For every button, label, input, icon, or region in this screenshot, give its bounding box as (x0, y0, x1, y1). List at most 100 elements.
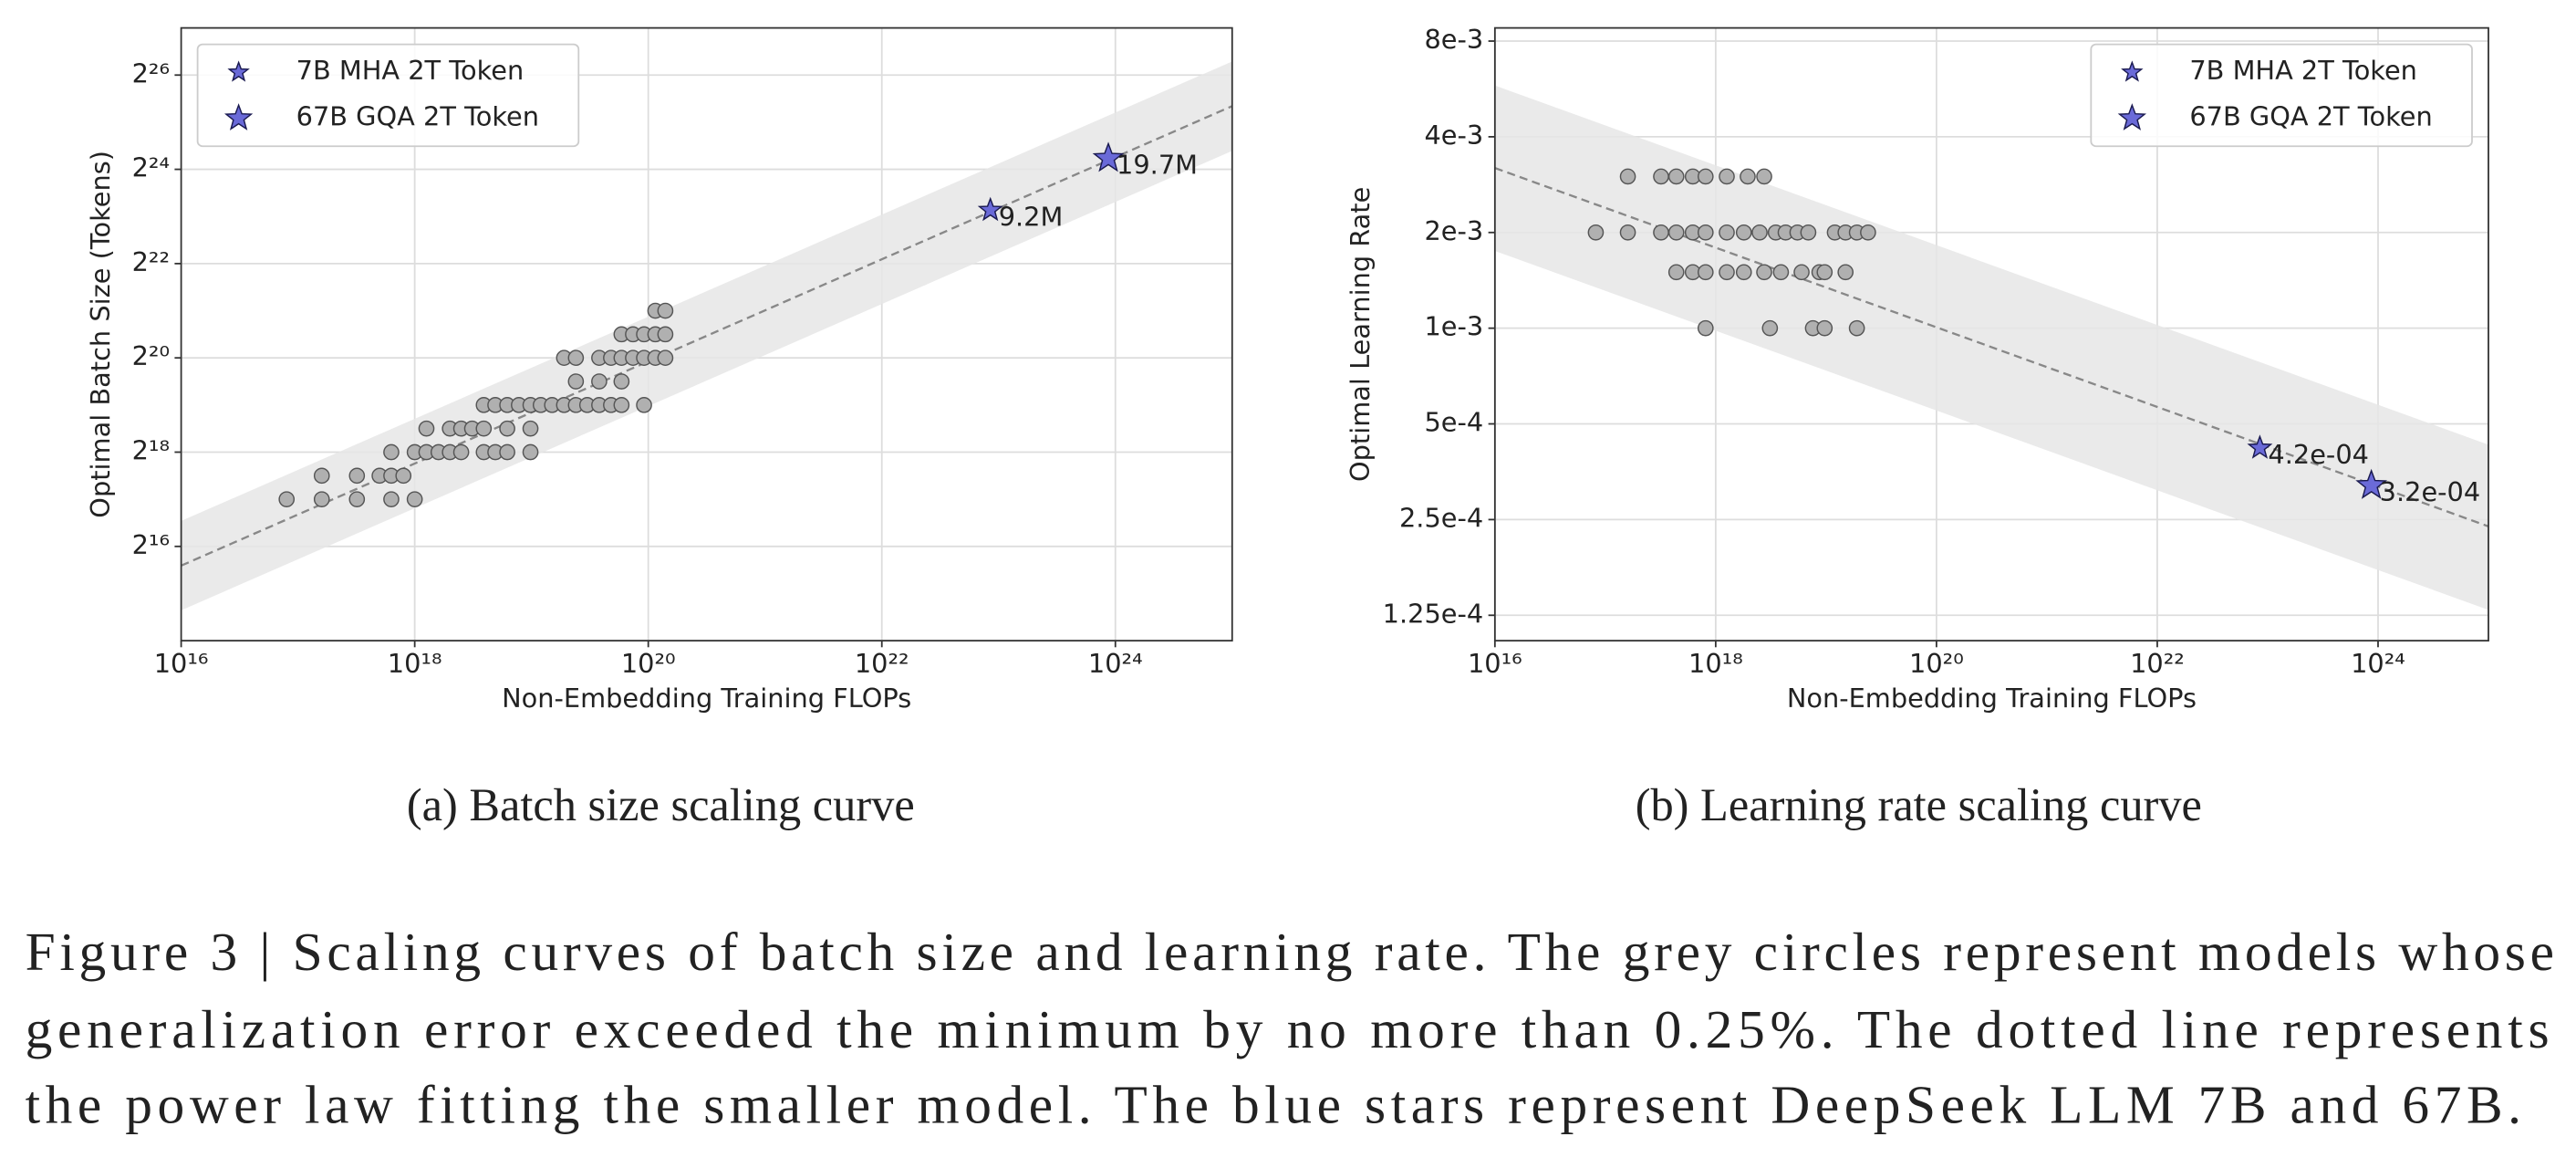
circle-point (657, 349, 674, 367)
circle-point (1756, 264, 1772, 281)
circle-point (348, 491, 366, 507)
circle-point (313, 467, 330, 485)
legend-marker (223, 103, 254, 130)
circle-point (395, 467, 412, 485)
x-tick-label: 10¹⁶ (154, 648, 209, 679)
subplot-caption: (b) Learning rate scaling curve (1636, 779, 2202, 830)
circle-point (1816, 319, 1833, 337)
legend-label: 67B GQA 2T Token (296, 101, 539, 132)
circle-point (1735, 264, 1752, 281)
confidence-band (181, 61, 1232, 610)
circle-point (1751, 224, 1768, 241)
legend-marker (2117, 103, 2146, 130)
subplot-caption: (a) Batch size scaling curve (407, 779, 915, 830)
legend-marker (2121, 60, 2144, 82)
star-point (1092, 141, 1125, 172)
circle-point (613, 397, 630, 413)
circle-point (1719, 264, 1735, 281)
circle-point (1667, 224, 1685, 241)
circle-point (1667, 168, 1685, 185)
x-tick-label: 10²⁴ (1088, 648, 1143, 679)
y-tick-label: 2²⁶ (132, 57, 170, 89)
y-tick-label: 2²² (132, 246, 170, 277)
circle-point (1697, 264, 1714, 281)
x-tick-label: 10²⁴ (2351, 648, 2405, 679)
star-point (2247, 434, 2273, 459)
figure-caption: the power law fitting the smaller model.… (26, 1075, 2521, 1135)
y-tick-label: 1e-3 (1424, 311, 1483, 342)
circle-point (1816, 264, 1833, 281)
x-tick-label: 10²² (2130, 648, 2185, 679)
circle-point (499, 420, 515, 437)
circle-point (1697, 168, 1714, 185)
star-point (2355, 468, 2388, 499)
circle-point (1735, 224, 1752, 241)
circle-point (278, 491, 296, 507)
circle-point (1653, 168, 1669, 185)
circle-point (522, 420, 539, 437)
circle-point (613, 373, 630, 390)
circle-point (1587, 224, 1605, 241)
y-tick-label: 2.5e-4 (1399, 502, 1483, 533)
y-tick-label: 2¹⁸ (132, 434, 170, 465)
circle-point (1756, 168, 1772, 185)
y-axis-label: Optimal Learning Rate (1345, 187, 1376, 482)
y-tick-label: 4e-3 (1424, 120, 1483, 151)
y-axis-label: Optimal Batch Size (Tokens) (85, 151, 116, 518)
circle-point (406, 491, 423, 507)
axes-frame (1493, 26, 2489, 642)
x-axis-label: Non-Embedding Training FLOPs (502, 683, 911, 714)
y-tick-label: 5e-4 (1424, 407, 1483, 438)
plot-area (1494, 27, 2489, 641)
x-tick-label: 10¹⁶ (1468, 648, 1522, 679)
value-label: 4.2e-04 (2268, 439, 2369, 470)
y-tick-label: 2²⁰ (132, 340, 170, 371)
circle-point (418, 420, 435, 437)
circle-point (452, 443, 470, 461)
x-tick-label: 10²⁰ (1909, 648, 1964, 679)
circle-point (1667, 264, 1685, 281)
x-tick-label: 10²⁰ (621, 648, 676, 679)
value-label: 9.2M (999, 201, 1064, 232)
circle-point (1719, 168, 1735, 185)
circle-point (1761, 319, 1779, 337)
circle-point (1848, 319, 1865, 337)
circle-point (1740, 168, 1756, 185)
circle-point (1719, 224, 1735, 241)
x-axis-label: Non-Embedding Training FLOPs (1787, 683, 2197, 714)
circle-point (1800, 224, 1817, 241)
circle-point (1837, 264, 1854, 281)
circle-point (1619, 224, 1636, 241)
value-label: 3.2e-04 (2380, 476, 2481, 507)
circle-point (499, 443, 515, 461)
circle-point (313, 491, 330, 507)
circle-point (1653, 224, 1669, 241)
y-tick-label: 2¹⁶ (132, 529, 170, 560)
circle-point (1860, 224, 1876, 241)
figure-caption: generalization error exceeded the minimu… (26, 999, 2550, 1059)
y-tick-label: 1.25e-4 (1383, 598, 1484, 629)
legend-label: 7B MHA 2T Token (2189, 55, 2417, 86)
circle-point (475, 420, 493, 437)
circle-point (1697, 319, 1714, 337)
circle-point (522, 443, 539, 461)
circle-point (1772, 264, 1790, 281)
legend-label: 7B MHA 2T Token (296, 55, 525, 86)
circle-point (657, 326, 674, 343)
circle-point (591, 373, 608, 390)
circle-point (1793, 264, 1810, 281)
fit-line (181, 105, 1232, 567)
fit-line (1494, 167, 2489, 527)
star-point (977, 196, 1003, 222)
y-tick-label: 8e-3 (1424, 24, 1483, 55)
axes-frame (180, 26, 1233, 642)
circle-point (657, 302, 674, 319)
circle-point (1619, 168, 1636, 185)
x-tick-label: 10¹⁸ (388, 648, 442, 679)
legend-box (2090, 43, 2473, 148)
circle-point (383, 491, 400, 507)
legend-label: 67B GQA 2T Token (2189, 101, 2432, 132)
circle-point (636, 397, 652, 413)
legend-marker (227, 60, 250, 82)
circle-point (567, 349, 585, 367)
